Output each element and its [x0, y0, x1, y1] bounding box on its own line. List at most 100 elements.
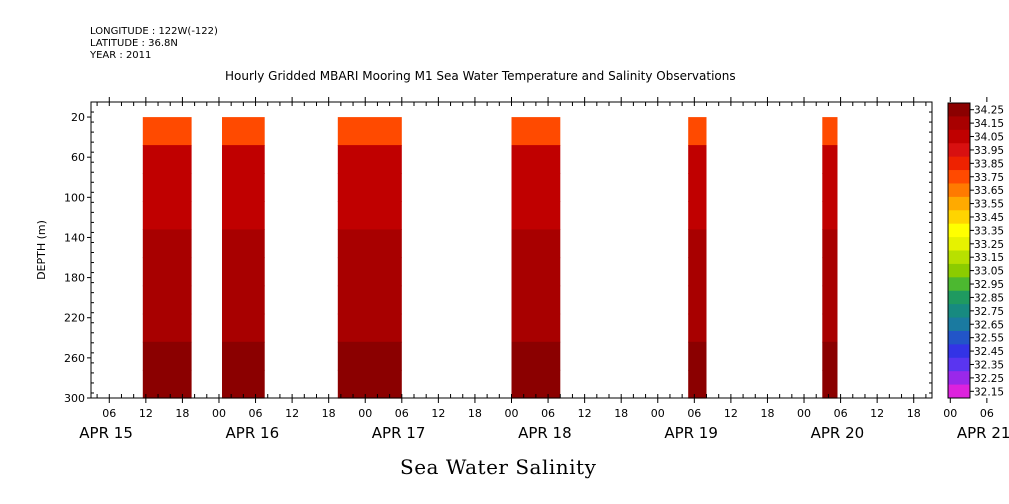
salinity-band	[222, 229, 265, 259]
salinity-band	[142, 229, 192, 259]
salinity-band	[511, 313, 561, 343]
colorbar-swatch	[948, 277, 970, 292]
salinity-band	[822, 173, 838, 202]
colorbar-swatch	[948, 357, 970, 372]
colorbar-swatch	[948, 250, 970, 265]
salinity-band	[142, 257, 192, 287]
salinity-band	[822, 201, 838, 230]
colorbar-label: 32.35	[974, 359, 1004, 371]
salinity-band	[511, 341, 561, 371]
salinity-band	[688, 173, 707, 202]
colorbar-label: 34.25	[974, 105, 1004, 117]
salinity-band	[222, 341, 265, 371]
x-axis-caption: Sea Water Salinity	[400, 455, 597, 479]
salinity-band	[142, 341, 192, 371]
observation-segment	[222, 117, 265, 399]
salinity-band	[511, 201, 561, 230]
day-label: APR 18	[518, 424, 572, 442]
day-label: APR 17	[372, 424, 426, 442]
salinity-band	[142, 173, 192, 202]
colorbar-swatch	[948, 170, 970, 184]
colorbar-label: 33.05	[974, 266, 1004, 278]
observation-segment	[511, 117, 561, 399]
x-tick-label: 18	[907, 407, 921, 420]
colorbar-label: 32.85	[974, 292, 1004, 304]
salinity-band	[142, 145, 192, 174]
colorbar-swatch	[948, 143, 970, 158]
salinity-band	[822, 229, 838, 259]
salinity-band	[688, 341, 707, 371]
salinity-band	[142, 117, 192, 146]
colorbar-swatch	[948, 344, 970, 359]
colorbar-swatch	[948, 116, 970, 131]
salinity-band	[337, 313, 402, 343]
colorbar-swatch	[948, 103, 970, 117]
salinity-band	[222, 201, 265, 230]
colorbar-label: 32.65	[974, 319, 1004, 331]
salinity-band	[337, 173, 402, 202]
salinity-band	[222, 285, 265, 315]
colorbar-swatch	[948, 304, 970, 319]
salinity-band	[511, 173, 561, 202]
colorbar-label: 34.05	[974, 132, 1004, 144]
x-tick-label: 06	[395, 407, 409, 420]
x-tick-label: 18	[322, 407, 336, 420]
day-label: APR 19	[664, 424, 718, 442]
salinity-band	[688, 285, 707, 315]
salinity-band	[822, 341, 838, 371]
colorbar-swatch	[948, 129, 970, 144]
salinity-band	[688, 117, 707, 146]
x-tick-label: 06	[249, 407, 263, 420]
day-label: APR 21	[957, 424, 1009, 442]
salinity-band	[142, 201, 192, 230]
salinity-band	[142, 369, 192, 399]
x-tick-label: 06	[541, 407, 555, 420]
salinity-band	[511, 257, 561, 287]
y-tick-label: 220	[64, 312, 85, 325]
salinity-band	[222, 369, 265, 399]
colorbar-swatch	[948, 156, 970, 171]
x-tick-label: 12	[724, 407, 738, 420]
x-tick-label: 00	[651, 407, 665, 420]
colorbar-swatch	[948, 263, 970, 278]
salinity-band	[822, 257, 838, 287]
salinity-band	[688, 313, 707, 343]
longitude-label: LONGITUDE : 122W(-122)	[90, 26, 218, 37]
colorbar-label: 32.75	[974, 306, 1004, 318]
y-tick-label: 140	[64, 231, 85, 244]
colorbar-label: 33.25	[974, 239, 1004, 251]
salinity-band	[822, 313, 838, 343]
salinity-band	[337, 145, 402, 174]
colorbar-swatch	[948, 384, 970, 399]
y-axis-label: DEPTH (m)	[35, 220, 48, 280]
x-tick-label: 18	[760, 407, 774, 420]
salinity-band	[822, 145, 838, 174]
colorbar-swatch	[948, 210, 970, 225]
x-tick-label: 06	[834, 407, 848, 420]
salinity-band	[337, 201, 402, 230]
salinity-band	[688, 201, 707, 230]
colorbar-label: 34.15	[974, 118, 1004, 130]
observation-segment	[337, 117, 402, 399]
salinity-band	[822, 369, 838, 399]
salinity-band	[222, 257, 265, 287]
salinity-band	[688, 369, 707, 399]
colorbar-swatch	[948, 330, 970, 345]
salinity-band	[222, 313, 265, 343]
salinity-band	[222, 173, 265, 202]
x-tick-label: 12	[285, 407, 299, 420]
salinity-band	[222, 145, 265, 174]
salinity-band	[688, 229, 707, 259]
colorbar-swatch	[948, 196, 970, 211]
salinity-band	[337, 229, 402, 259]
y-tick-label: 180	[64, 272, 85, 285]
colorbar-label: 32.95	[974, 279, 1004, 291]
y-tick-label: 100	[64, 191, 85, 204]
colorbar-swatch	[948, 317, 970, 332]
observation-segment	[688, 117, 707, 399]
salinity-band	[337, 257, 402, 287]
year-label: YEAR : 2011	[90, 50, 152, 61]
colorbar-label: 32.15	[974, 386, 1004, 398]
salinity-band	[511, 285, 561, 315]
y-tick-label: 20	[71, 111, 85, 124]
